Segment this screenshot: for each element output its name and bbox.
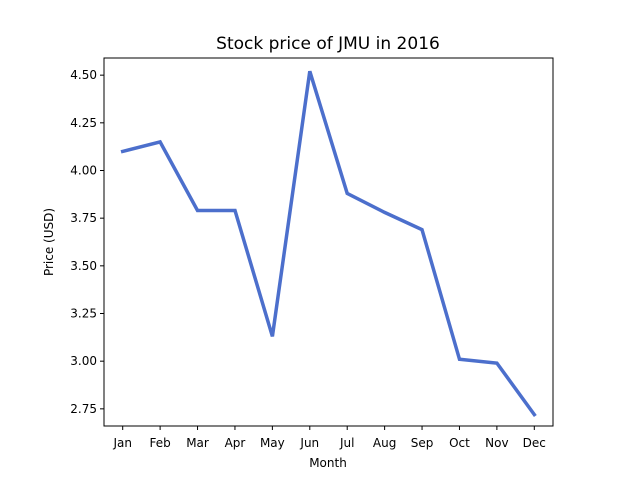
x-tick-label: Jun [299, 436, 319, 450]
y-tick-label: 3.50 [70, 259, 97, 273]
series-line [120, 70, 537, 418]
plot-area-frame [103, 57, 554, 427]
x-tick-label: May [260, 436, 285, 450]
y-axis-label: Price (USD) [42, 208, 56, 276]
y-tick-label: 4.25 [70, 116, 97, 130]
x-tick-label: Jul [339, 436, 354, 450]
x-tick-label: Feb [149, 436, 170, 450]
y-tick-label: 3.00 [70, 354, 97, 368]
x-tick-label: Aug [373, 436, 396, 450]
x-tick-label: Mar [186, 436, 209, 450]
series-layer [120, 70, 537, 418]
y-tick-label: 3.25 [70, 307, 97, 321]
chart-title: Stock price of JMU in 2016 [216, 34, 440, 54]
y-tick-label: 4.00 [70, 163, 97, 177]
x-tick-label: Dec [523, 436, 546, 450]
y-tick-label: 3.75 [70, 211, 97, 225]
x-tick-label: Oct [449, 436, 470, 450]
x-tick-label: Nov [485, 436, 508, 450]
x-axis-label: Month [309, 456, 347, 470]
y-tick-label: 4.50 [70, 68, 97, 82]
x-axis: Jan Feb Mar Apr May Jun Jul Aug Sep Oct Nov Dec [112, 426, 546, 450]
x-tick-label: Jan [112, 436, 132, 450]
x-tick-label: Sep [411, 436, 434, 450]
y-tick-label: 2.75 [70, 402, 97, 416]
y-axis: 2.75 3.00 3.25 3.50 3.75 4.00 4.25 4.50 [70, 68, 104, 416]
x-tick-label: Apr [225, 436, 246, 450]
